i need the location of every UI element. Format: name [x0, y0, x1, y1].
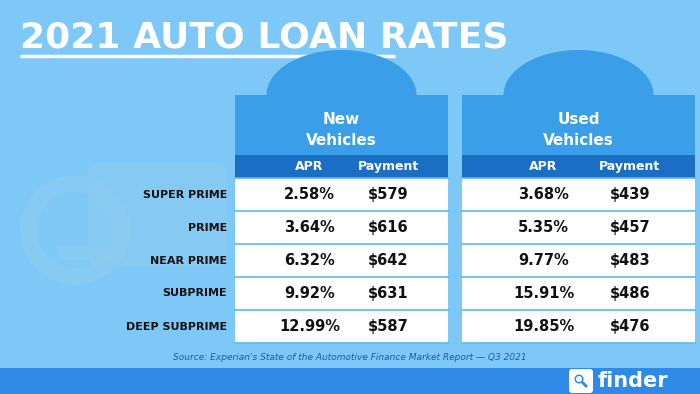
Text: New
Vehicles: New Vehicles — [306, 112, 377, 148]
FancyBboxPatch shape — [88, 163, 227, 267]
FancyBboxPatch shape — [462, 155, 695, 178]
FancyBboxPatch shape — [235, 155, 448, 178]
Text: $457: $457 — [610, 220, 650, 235]
Text: $616: $616 — [368, 220, 409, 235]
Text: finder: finder — [598, 371, 668, 391]
FancyBboxPatch shape — [235, 211, 448, 244]
FancyBboxPatch shape — [235, 178, 448, 211]
Text: SUPER PRIME: SUPER PRIME — [143, 190, 227, 199]
Text: Used
Vehicles: Used Vehicles — [543, 112, 614, 148]
Text: Payment: Payment — [599, 160, 660, 173]
Text: 2021 AUTO LOAN RATES: 2021 AUTO LOAN RATES — [20, 20, 508, 54]
Text: 12.99%: 12.99% — [279, 319, 340, 334]
Text: APR: APR — [529, 160, 558, 173]
Circle shape — [575, 375, 584, 383]
Text: NEAR PRIME: NEAR PRIME — [150, 255, 227, 266]
Text: 19.85%: 19.85% — [513, 319, 574, 334]
FancyBboxPatch shape — [0, 368, 700, 394]
Text: $486: $486 — [610, 286, 650, 301]
Text: 3.68%: 3.68% — [518, 187, 569, 202]
Text: Payment: Payment — [358, 160, 419, 173]
Text: APR: APR — [295, 160, 323, 173]
FancyBboxPatch shape — [235, 95, 448, 155]
Text: 3.64%: 3.64% — [284, 220, 335, 235]
Text: 9.92%: 9.92% — [284, 286, 335, 301]
Text: $631: $631 — [368, 286, 409, 301]
Text: SUBPRIME: SUBPRIME — [162, 288, 227, 299]
Text: 15.91%: 15.91% — [513, 286, 574, 301]
FancyBboxPatch shape — [462, 310, 695, 343]
Text: Source: Experian's State of the Automotive Finance Market Report — Q3 2021: Source: Experian's State of the Automoti… — [173, 353, 527, 362]
Text: 5.35%: 5.35% — [518, 220, 569, 235]
Text: DEEP SUBPRIME: DEEP SUBPRIME — [126, 322, 227, 331]
Text: $439: $439 — [610, 187, 650, 202]
Circle shape — [37, 192, 113, 268]
Ellipse shape — [503, 50, 654, 140]
Text: $579: $579 — [368, 187, 409, 202]
FancyBboxPatch shape — [235, 277, 448, 310]
Text: $587: $587 — [368, 319, 409, 334]
Text: 6.32%: 6.32% — [284, 253, 335, 268]
FancyBboxPatch shape — [462, 211, 695, 244]
Text: 2.58%: 2.58% — [284, 187, 335, 202]
FancyBboxPatch shape — [569, 369, 593, 393]
FancyBboxPatch shape — [462, 178, 695, 211]
Text: PRIME: PRIME — [188, 223, 227, 232]
Ellipse shape — [267, 50, 416, 140]
FancyBboxPatch shape — [462, 244, 695, 277]
FancyBboxPatch shape — [235, 244, 448, 277]
Circle shape — [576, 376, 582, 382]
Circle shape — [20, 175, 130, 285]
Text: $476: $476 — [610, 319, 650, 334]
Text: $642: $642 — [368, 253, 409, 268]
Text: $483: $483 — [610, 253, 650, 268]
Text: 9.77%: 9.77% — [518, 253, 569, 268]
FancyBboxPatch shape — [58, 246, 112, 260]
FancyBboxPatch shape — [235, 310, 448, 343]
FancyBboxPatch shape — [462, 277, 695, 310]
FancyBboxPatch shape — [462, 95, 695, 155]
